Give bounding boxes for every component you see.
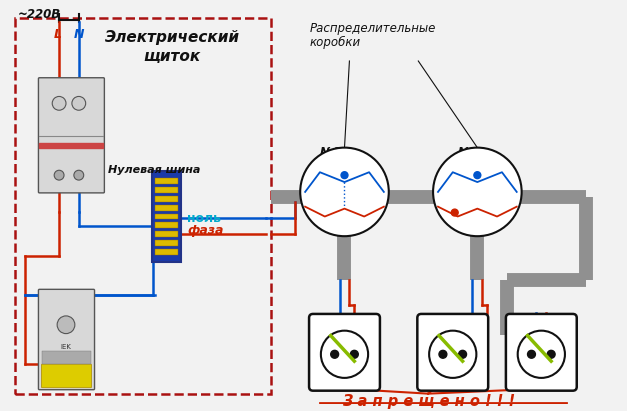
FancyBboxPatch shape: [418, 314, 488, 391]
Circle shape: [451, 209, 458, 216]
Circle shape: [321, 331, 368, 378]
FancyBboxPatch shape: [309, 314, 380, 391]
Text: ~220В: ~220В: [18, 8, 61, 21]
FancyBboxPatch shape: [152, 171, 181, 262]
Bar: [40, 143, 103, 148]
Circle shape: [52, 97, 66, 110]
Text: №2: №2: [458, 145, 480, 159]
Circle shape: [547, 350, 555, 358]
FancyBboxPatch shape: [42, 351, 91, 364]
Circle shape: [459, 350, 466, 358]
Circle shape: [300, 148, 389, 236]
Circle shape: [57, 316, 75, 334]
FancyBboxPatch shape: [41, 364, 92, 388]
Bar: [155, 178, 178, 184]
FancyBboxPatch shape: [38, 289, 95, 390]
Circle shape: [54, 170, 64, 180]
Text: коробки: коробки: [310, 35, 361, 48]
Bar: [155, 240, 178, 246]
Bar: [155, 214, 178, 219]
Circle shape: [429, 331, 477, 378]
FancyBboxPatch shape: [506, 314, 577, 391]
Circle shape: [518, 331, 565, 378]
Circle shape: [474, 172, 481, 179]
Text: №1: №1: [320, 145, 342, 159]
Text: фаза: фаза: [187, 224, 223, 238]
Text: З а п р е щ е н о ! ! !: З а п р е щ е н о ! ! !: [342, 394, 515, 409]
Bar: [155, 187, 178, 193]
Circle shape: [72, 97, 86, 110]
Bar: [155, 222, 178, 229]
Circle shape: [433, 148, 522, 236]
Circle shape: [439, 350, 447, 358]
Text: Распределительные: Распределительные: [310, 22, 436, 35]
Text: ноль: ноль: [187, 212, 221, 224]
Bar: [155, 231, 178, 237]
Text: IEK: IEK: [61, 344, 71, 350]
Bar: [155, 205, 178, 210]
Circle shape: [74, 170, 84, 180]
Text: L: L: [54, 28, 62, 41]
Text: Электрический: Электрический: [105, 30, 240, 44]
Circle shape: [527, 350, 535, 358]
Bar: [155, 196, 178, 202]
Text: щиток: щиток: [144, 49, 201, 64]
FancyBboxPatch shape: [38, 78, 104, 193]
Circle shape: [350, 350, 358, 358]
Text: N: N: [74, 28, 85, 41]
Bar: [155, 249, 178, 255]
Circle shape: [330, 350, 339, 358]
Circle shape: [341, 172, 348, 179]
Text: Нулевая шина: Нулевая шина: [108, 165, 201, 175]
